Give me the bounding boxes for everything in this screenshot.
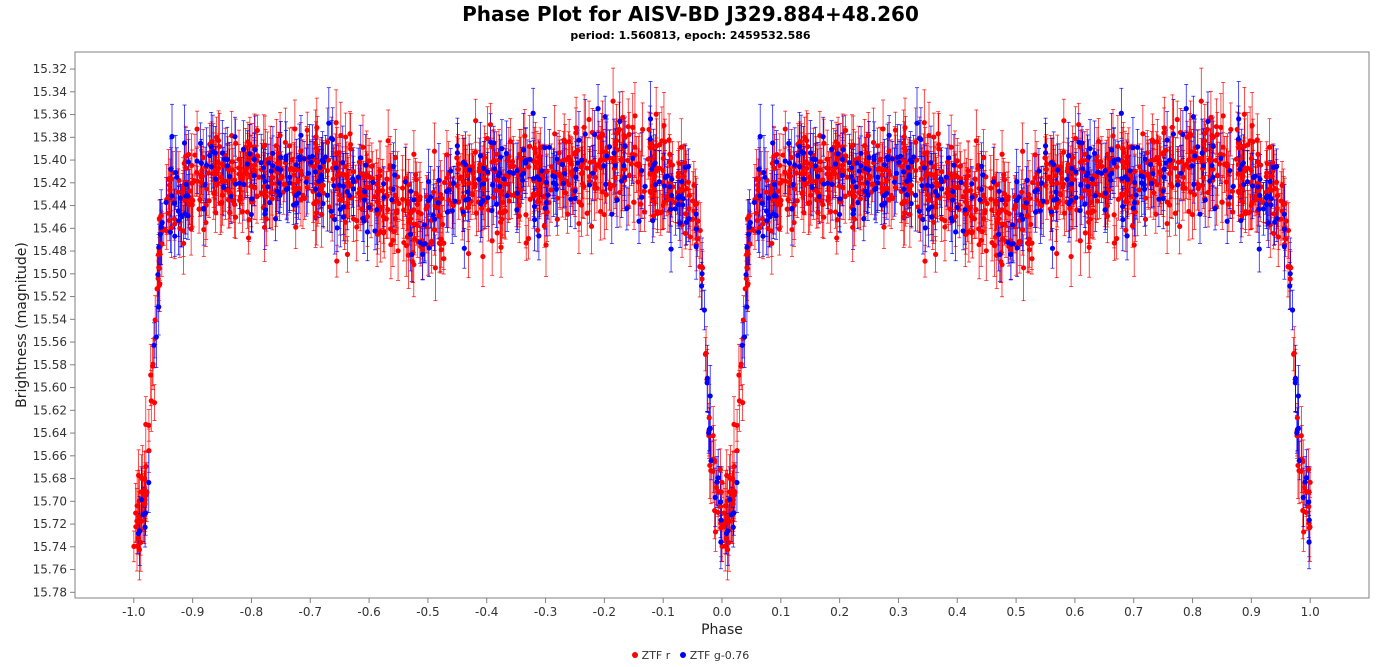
chart-subtitle: period: 1.560813, epoch: 2459532.586 bbox=[570, 29, 811, 42]
chart-title: Phase Plot for AISV-BD J329.884+48.260 bbox=[462, 2, 919, 26]
